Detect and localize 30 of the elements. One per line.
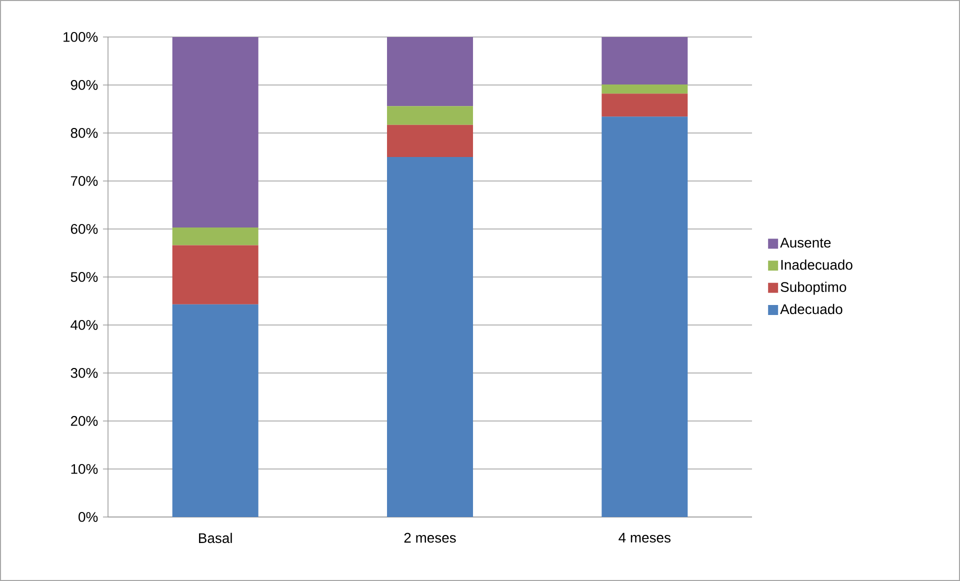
- bar: [172, 245, 258, 304]
- y-tick-label: 0%: [78, 512, 98, 522]
- bar: [387, 36, 474, 106]
- x-tick-label: Basal: [199, 532, 232, 544]
- y-tick-label: 50%: [70, 272, 98, 282]
- y-tick-label: 60%: [70, 224, 98, 234]
- bar: [602, 36, 688, 85]
- bar: [172, 36, 258, 228]
- y-tick-label: 10%: [71, 464, 98, 474]
- x-tick-label: 2 meses: [404, 532, 456, 543]
- bar: [172, 228, 258, 246]
- bar: [387, 106, 474, 125]
- y-tick-label: 90%: [70, 80, 98, 90]
- y-tick-label: 70%: [70, 176, 98, 186]
- bar: [602, 116, 688, 517]
- bar: [387, 156, 474, 517]
- legend-label: Ausente: [780, 238, 831, 248]
- legend-label: Inadecuado: [781, 260, 852, 270]
- y-tick-label: 80%: [70, 128, 98, 138]
- y-tick-label: 20%: [70, 416, 98, 426]
- bar: [602, 94, 688, 117]
- bar: [387, 124, 474, 157]
- x-tick-label: 4 meses: [618, 532, 671, 543]
- legend-label: Adecuado: [780, 304, 842, 314]
- legend-label: Suboptimo: [780, 282, 846, 295]
- y-tick-label: 30%: [70, 368, 98, 378]
- y-tick-label: 100%: [64, 32, 98, 42]
- bar: [602, 84, 688, 94]
- y-tick-label: 40%: [70, 320, 98, 330]
- bar: [172, 304, 258, 517]
